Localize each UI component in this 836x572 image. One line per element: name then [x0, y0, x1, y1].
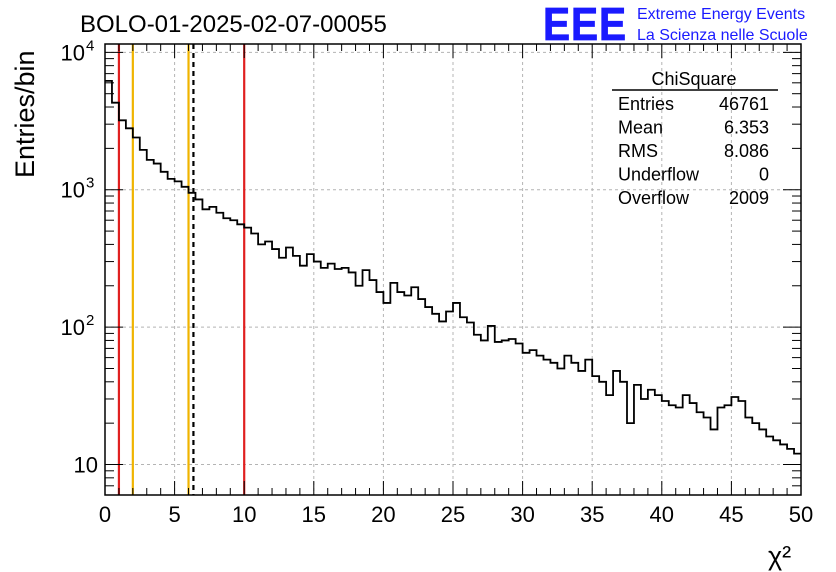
stats-value: 46761	[719, 94, 769, 114]
y-tick-base: 10	[61, 178, 85, 203]
x-tick-label: 10	[232, 502, 256, 527]
stats-row: Mean 6.353	[618, 118, 769, 138]
y-tick-label: 10 2	[61, 312, 95, 340]
stats-label: Entries	[618, 94, 674, 114]
stats-row: Underflow 0	[618, 165, 769, 185]
stats-value: 6.353	[724, 118, 769, 138]
eee-logo-mark: EEE	[543, 0, 627, 50]
y-axis-label: Entries/bin	[10, 50, 40, 178]
grid	[105, 44, 801, 495]
logo-line-1: Extreme Energy Events	[637, 6, 805, 23]
y-tick-exponent: 3	[86, 175, 94, 192]
y-tick-label: 10 3	[61, 175, 95, 203]
y-tick-base: 10	[61, 40, 85, 65]
chart-title: BOLO-01-2025-02-07-00055	[80, 11, 387, 38]
stats-row: Overflow 2009	[618, 188, 769, 208]
stats-row: RMS 8.086	[618, 141, 769, 161]
y-tick-exponent: 2	[86, 312, 94, 329]
x-axis-label: χ²	[768, 541, 791, 571]
histogram	[105, 79, 801, 455]
x-tick-label: 45	[719, 502, 743, 527]
y-tick-base: 10	[74, 453, 98, 478]
x-tick-label: 50	[789, 502, 813, 527]
stats-label: Overflow	[618, 188, 690, 208]
stats-label: Mean	[618, 118, 663, 138]
cut-lines	[117, 44, 246, 495]
stats-label: Underflow	[618, 165, 700, 185]
stats-value: 0	[759, 165, 769, 185]
stats-row: Entries 46761	[618, 94, 769, 114]
eee-logo: EEE Extreme Energy Events La Scienza nel…	[543, 0, 808, 50]
stats-rows: Entries 46761 Mean 6.353 RMS 8.086 Underflow 0 O…	[618, 94, 769, 208]
x-tick-labels: 0 5 10 15 20 25 30 35 40 45 50	[99, 502, 813, 527]
x-tick-label: 40	[650, 502, 674, 527]
x-tick-label: 30	[510, 502, 534, 527]
axis-ticks	[104, 44, 802, 496]
stats-title: ChiSquare	[651, 69, 736, 89]
y-tick-label: 10 4	[61, 37, 95, 65]
y-tick-exponent: 4	[86, 37, 94, 54]
stats-label: RMS	[618, 141, 658, 161]
x-tick-label: 20	[371, 502, 395, 527]
x-tick-label: 25	[441, 502, 465, 527]
x-tick-label: 15	[302, 502, 326, 527]
histogram-steps	[105, 79, 801, 455]
stats-value: 2009	[729, 188, 769, 208]
x-tick-label: 35	[580, 502, 604, 527]
stats-box: ChiSquare Entries 46761 Mean 6.353 RMS 8.086 U…	[612, 69, 778, 208]
stats-value: 8.086	[724, 141, 769, 161]
y-tick-label: 10	[74, 453, 98, 478]
y-tick-base: 10	[61, 315, 85, 340]
logo-line-2: La Scienza nelle Scuole	[637, 27, 808, 44]
x-tick-label: 0	[99, 502, 111, 527]
x-tick-label: 5	[168, 502, 180, 527]
